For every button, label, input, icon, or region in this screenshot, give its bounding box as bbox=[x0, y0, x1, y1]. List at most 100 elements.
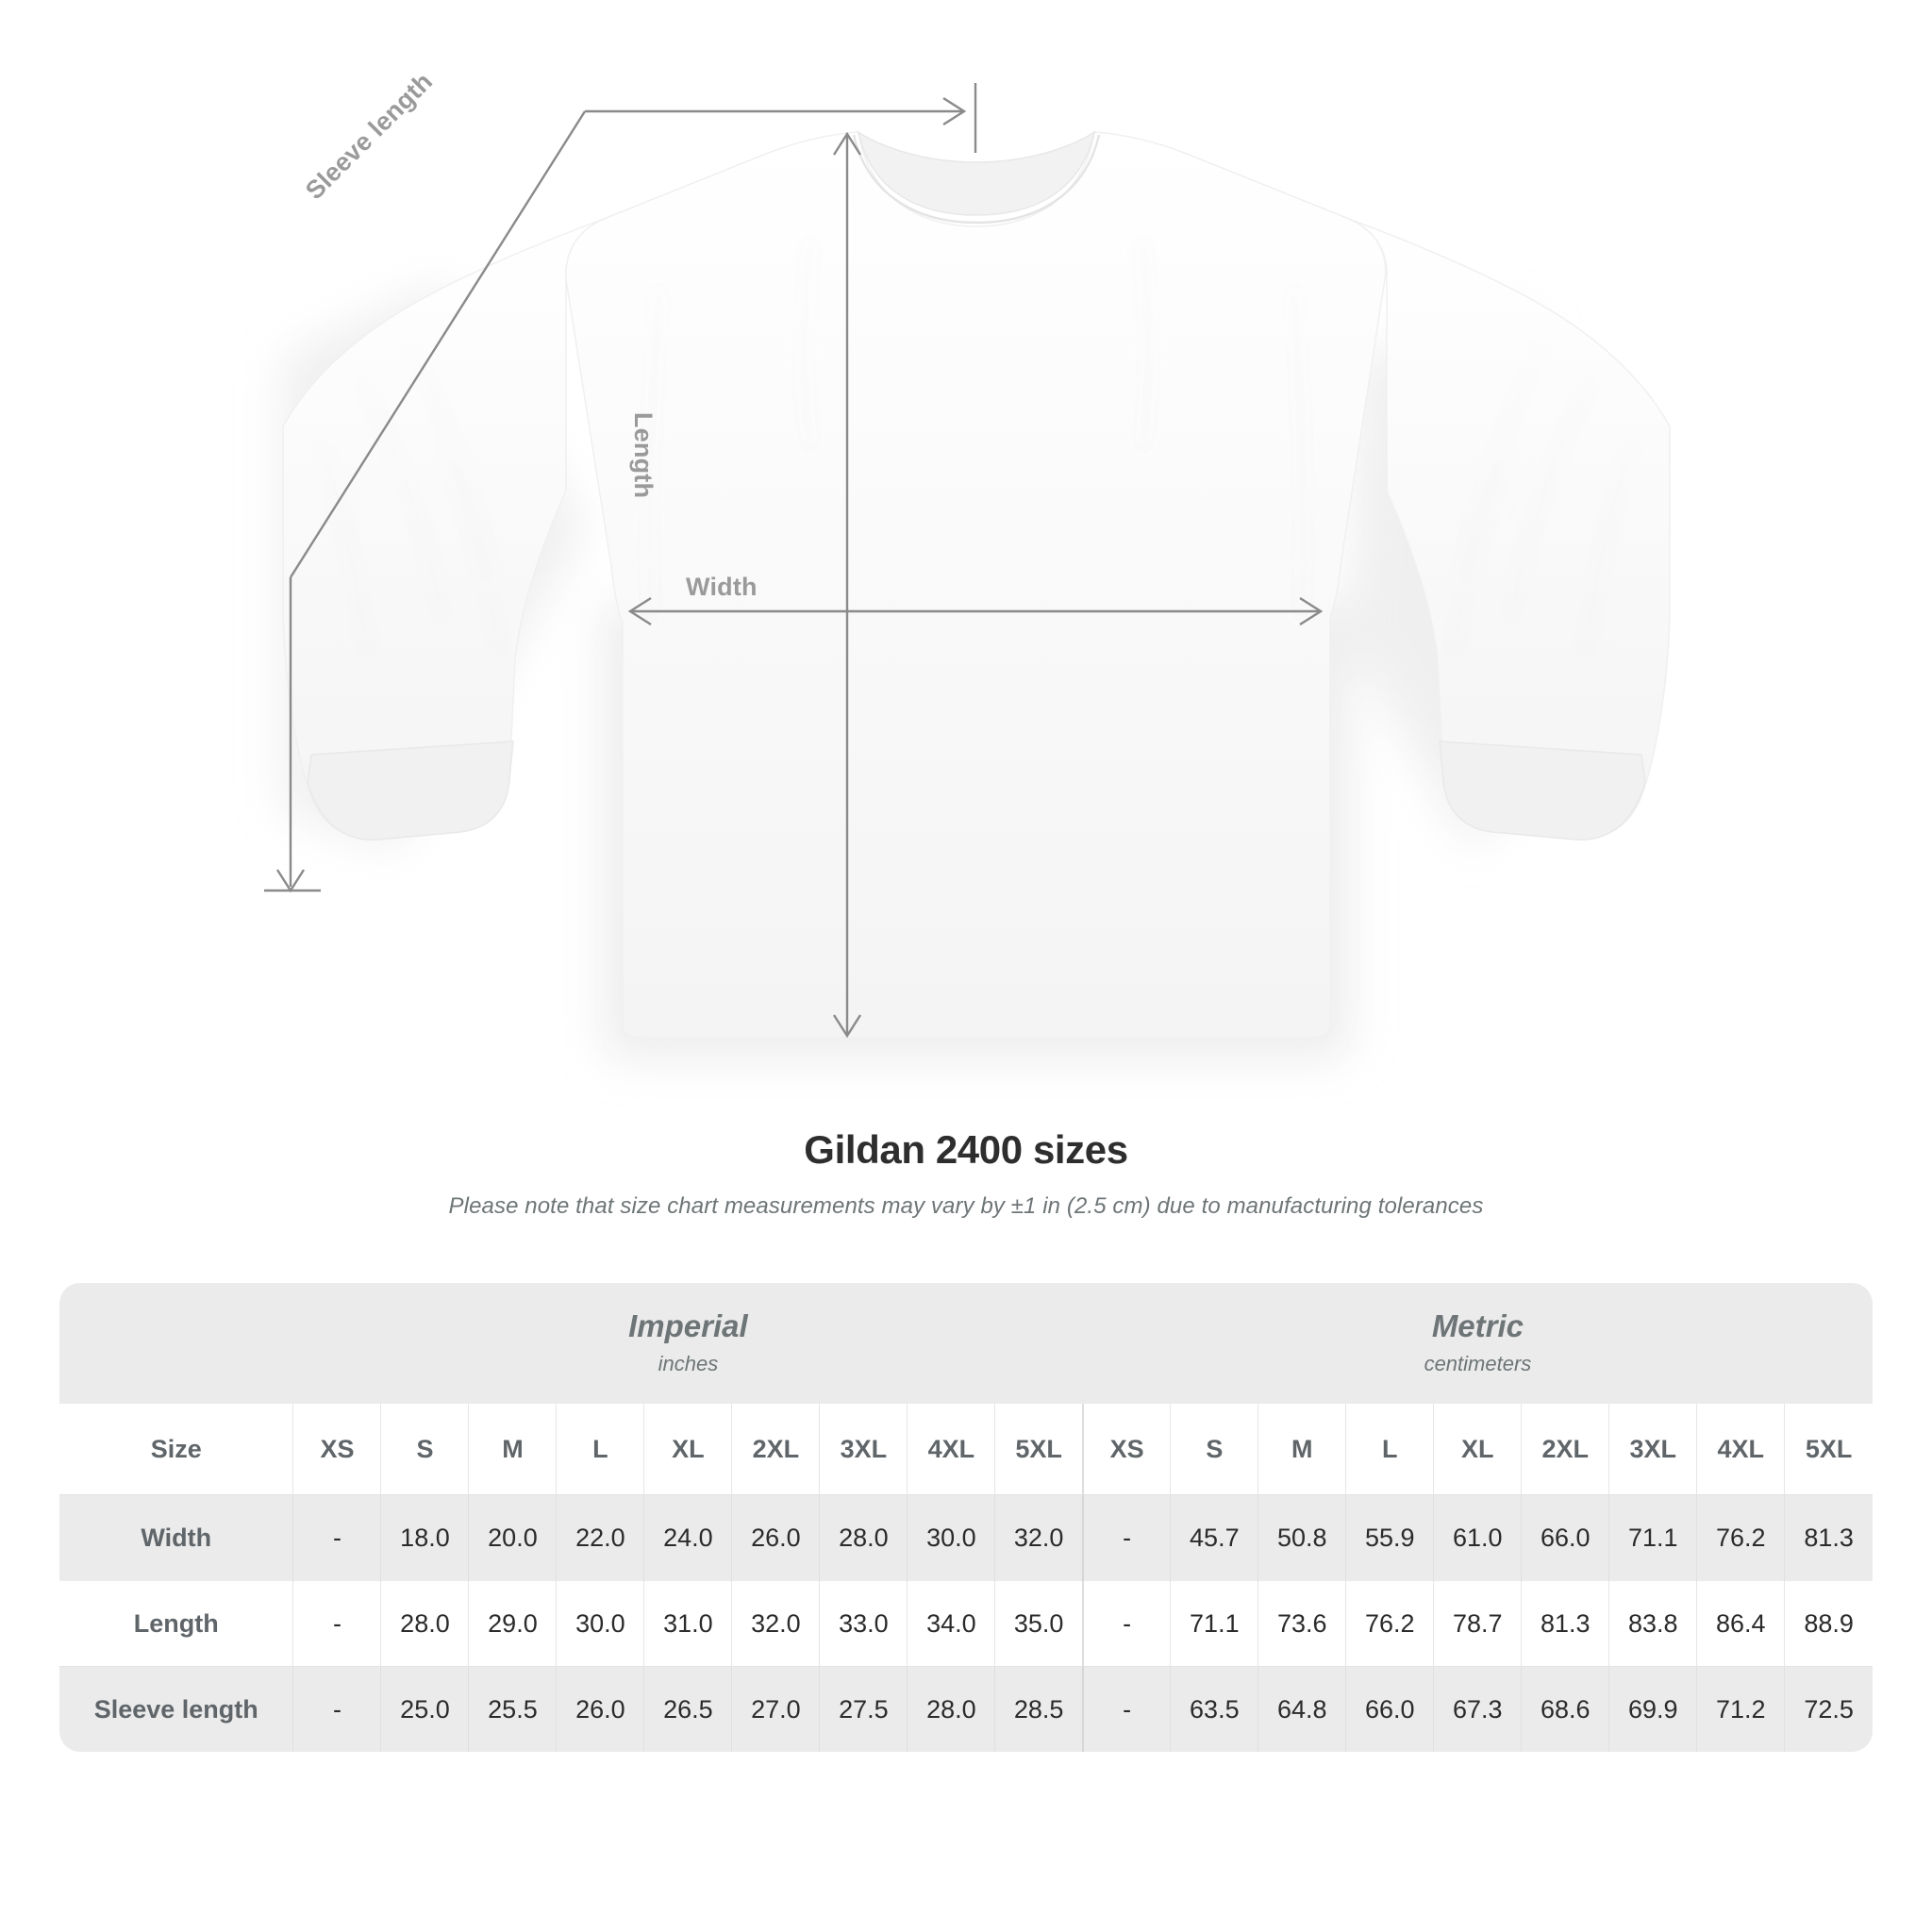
cell-sleeve-metric-xs: - bbox=[1081, 1666, 1171, 1752]
sleeve-length-dimension-line bbox=[264, 83, 977, 893]
size-header-metric-xl: XL bbox=[1433, 1404, 1522, 1495]
size-header-metric-5xl: 5XL bbox=[1784, 1404, 1873, 1495]
cell-length-imperial-2xl: 32.0 bbox=[731, 1580, 820, 1667]
page-title: Gildan 2400 sizes bbox=[804, 1127, 1128, 1172]
cell-width-metric-xl: 61.0 bbox=[1433, 1494, 1522, 1581]
cell-length-metric-s: 71.1 bbox=[1170, 1580, 1258, 1667]
cell-width-imperial-xs: - bbox=[292, 1494, 381, 1581]
cell-length-imperial-xs: - bbox=[292, 1580, 381, 1667]
cell-sleeve-imperial-xl: 26.5 bbox=[643, 1666, 732, 1752]
cell-length-imperial-m: 29.0 bbox=[468, 1580, 557, 1667]
cell-width-metric-3xl: 71.1 bbox=[1608, 1494, 1697, 1581]
cell-sleeve-imperial-xs: - bbox=[292, 1666, 381, 1752]
cell-length-metric-3xl: 83.8 bbox=[1608, 1580, 1697, 1667]
cell-sleeve-imperial-2xl: 27.0 bbox=[731, 1666, 820, 1752]
size-header-imperial-2xl: 2XL bbox=[731, 1404, 820, 1495]
cell-sleeve-metric-xl: 67.3 bbox=[1433, 1666, 1522, 1752]
cell-length-metric-5xl: 88.9 bbox=[1784, 1580, 1873, 1667]
width-dimension-label: Width bbox=[686, 573, 758, 601]
cell-length-metric-4xl: 86.4 bbox=[1696, 1580, 1785, 1667]
cell-width-metric-5xl: 81.3 bbox=[1784, 1494, 1873, 1581]
cell-width-imperial-5xl: 32.0 bbox=[994, 1494, 1083, 1581]
shirt-left-sleeve bbox=[282, 218, 605, 841]
cell-width-metric-2xl: 66.0 bbox=[1521, 1494, 1609, 1581]
unit-group-imperial-sub: inches bbox=[658, 1352, 719, 1376]
shirt-collar bbox=[852, 130, 1101, 225]
unit-group-row: Imperial inches Metric centimeters bbox=[59, 1283, 1873, 1404]
table-row: Width - 18.0 20.0 22.0 24.0 26.0 28.0 30… bbox=[59, 1494, 1873, 1581]
cell-length-imperial-s: 28.0 bbox=[380, 1580, 469, 1667]
size-header-imperial-4xl: 4XL bbox=[907, 1404, 995, 1495]
cell-width-metric-s: 45.7 bbox=[1170, 1494, 1258, 1581]
shirt-right-sleeve bbox=[1348, 218, 1671, 841]
cell-width-imperial-xl: 24.0 bbox=[643, 1494, 732, 1581]
row-label-width: Width bbox=[59, 1494, 293, 1581]
cell-sleeve-imperial-4xl: 28.0 bbox=[907, 1666, 995, 1752]
unit-group-metric-sub: centimeters bbox=[1424, 1352, 1532, 1376]
cell-width-imperial-s: 18.0 bbox=[380, 1494, 469, 1581]
cell-length-metric-m: 73.6 bbox=[1257, 1580, 1346, 1667]
cell-sleeve-imperial-l: 26.0 bbox=[556, 1666, 644, 1752]
size-header-metric-m: M bbox=[1257, 1404, 1346, 1495]
size-header-metric-l: L bbox=[1345, 1404, 1434, 1495]
size-table: Imperial inches Metric centimeters Size … bbox=[59, 1283, 1873, 1752]
page-subtitle: Please note that size chart measurements… bbox=[448, 1193, 1484, 1219]
cell-width-metric-m: 50.8 bbox=[1257, 1494, 1346, 1581]
cell-sleeve-metric-4xl: 71.2 bbox=[1696, 1666, 1785, 1752]
size-header-metric-4xl: 4XL bbox=[1696, 1404, 1785, 1495]
size-header-label: Size bbox=[59, 1404, 293, 1495]
cell-sleeve-metric-m: 64.8 bbox=[1257, 1666, 1346, 1752]
dimension-lines bbox=[264, 83, 1324, 1039]
row-label-length: Length bbox=[59, 1580, 293, 1667]
size-header-imperial-xl: XL bbox=[643, 1404, 732, 1495]
title-block: Gildan 2400 sizes Please note that size … bbox=[0, 1127, 1932, 1220]
length-dimension-line bbox=[832, 131, 862, 1039]
length-dimension-label: Length bbox=[629, 412, 658, 499]
table-row: Length - 28.0 29.0 30.0 31.0 32.0 33.0 3… bbox=[59, 1580, 1873, 1667]
cell-sleeve-metric-2xl: 68.6 bbox=[1521, 1666, 1609, 1752]
size-table-container: Imperial inches Metric centimeters Size … bbox=[59, 1283, 1873, 1752]
cell-length-metric-xs: - bbox=[1081, 1580, 1171, 1667]
cell-sleeve-imperial-5xl: 28.5 bbox=[994, 1666, 1083, 1752]
long-sleeve-shirt-illustration bbox=[264, 83, 1671, 1058]
cell-sleeve-metric-l: 66.0 bbox=[1345, 1666, 1434, 1752]
cell-width-metric-xs: - bbox=[1081, 1494, 1171, 1581]
size-header-metric-2xl: 2XL bbox=[1521, 1404, 1609, 1495]
garment-diagram: Sleeve length Length Width bbox=[264, 67, 1671, 1058]
cell-length-imperial-3xl: 33.0 bbox=[819, 1580, 908, 1667]
size-header-imperial-5xl: 5XL bbox=[994, 1404, 1083, 1495]
size-header-metric-xs: XS bbox=[1081, 1404, 1171, 1495]
cell-sleeve-imperial-m: 25.5 bbox=[468, 1666, 557, 1752]
cell-length-metric-2xl: 81.3 bbox=[1521, 1580, 1609, 1667]
cell-length-imperial-l: 30.0 bbox=[556, 1580, 644, 1667]
cell-length-metric-xl: 78.7 bbox=[1433, 1580, 1522, 1667]
unit-group-metric-name: Metric bbox=[1431, 1307, 1524, 1343]
size-header-imperial-l: L bbox=[556, 1404, 644, 1495]
size-header-imperial-m: M bbox=[468, 1404, 557, 1495]
table-row: Sleeve length - 25.0 25.5 26.0 26.5 27.0… bbox=[59, 1666, 1873, 1752]
cell-length-imperial-xl: 31.0 bbox=[643, 1580, 732, 1667]
cell-sleeve-imperial-s: 25.0 bbox=[380, 1666, 469, 1752]
cell-width-imperial-m: 20.0 bbox=[468, 1494, 557, 1581]
width-dimension-line bbox=[627, 596, 1324, 626]
cell-width-imperial-2xl: 26.0 bbox=[731, 1494, 820, 1581]
cell-width-imperial-l: 22.0 bbox=[556, 1494, 644, 1581]
cell-width-metric-4xl: 76.2 bbox=[1696, 1494, 1785, 1581]
size-header-imperial-xs: XS bbox=[292, 1404, 381, 1495]
cell-length-metric-l: 76.2 bbox=[1345, 1580, 1434, 1667]
cell-length-imperial-4xl: 34.0 bbox=[907, 1580, 995, 1667]
size-header-imperial-s: S bbox=[380, 1404, 469, 1495]
row-label-sleeve-length: Sleeve length bbox=[59, 1666, 293, 1752]
unit-group-metric: Metric centimeters bbox=[1082, 1283, 1873, 1404]
cell-length-imperial-5xl: 35.0 bbox=[994, 1580, 1083, 1667]
unit-group-imperial-name: Imperial bbox=[628, 1307, 748, 1343]
cell-sleeve-imperial-3xl: 27.5 bbox=[819, 1666, 908, 1752]
size-header-imperial-3xl: 3XL bbox=[819, 1404, 908, 1495]
unit-group-spacer bbox=[59, 1283, 293, 1404]
size-header-row: Size XS S M L XL 2XL 3XL 4XL 5XL XS S M … bbox=[59, 1404, 1873, 1495]
size-header-metric-3xl: 3XL bbox=[1608, 1404, 1697, 1495]
cell-width-imperial-3xl: 28.0 bbox=[819, 1494, 908, 1581]
fabric-folds bbox=[647, 235, 1306, 624]
cell-sleeve-metric-s: 63.5 bbox=[1170, 1666, 1258, 1752]
